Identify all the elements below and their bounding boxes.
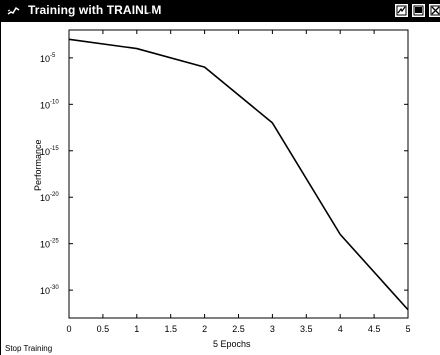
x-tick-label: 4 [338, 324, 343, 334]
y-tick-label: 10 [40, 100, 50, 110]
chart-title: Performance is 7.70372e-033, Goal is 0 [147, 12, 325, 23]
y-tick-exponent: -20 [50, 192, 59, 198]
y-tick-label: 10 [40, 193, 50, 203]
x-tick-label: 5 [405, 324, 410, 334]
y-tick-exponent: -5 [50, 53, 56, 59]
x-tick-label: 0.5 [97, 324, 110, 334]
maximize-icon [413, 5, 424, 16]
minimize-icon [396, 5, 407, 16]
y-tick-label: 10 [40, 286, 50, 296]
y-tick-exponent: -30 [50, 285, 59, 291]
x-tick-label: 3 [270, 324, 275, 334]
matlab-figure-icon[interactable] [7, 4, 21, 18]
x-tick-label: 3.5 [300, 324, 313, 334]
x-tick-label: 2.5 [232, 324, 245, 334]
window-title: Training with TRAINLM [28, 3, 162, 17]
y-tick-label: 10 [40, 54, 50, 64]
x-tick-label: 0 [66, 324, 71, 334]
y-tick-label: 10 [40, 240, 50, 250]
x-tick-label: 2 [202, 324, 207, 334]
y-tick-exponent: -25 [50, 239, 59, 245]
x-axis-label: 5 Epochs [213, 339, 251, 349]
stop-training-button[interactable]: Stop Training [5, 344, 53, 353]
y-tick-exponent: -15 [50, 146, 59, 152]
x-tick-label: 1 [134, 324, 139, 334]
plot-axes-box [68, 29, 409, 319]
performance-line [68, 38, 409, 311]
y-tick-label: 10 [40, 147, 50, 157]
close-icon [430, 5, 440, 16]
y-axis-label: Performance [33, 139, 43, 191]
close-button[interactable] [428, 3, 440, 18]
minimize-button[interactable] [394, 3, 409, 18]
x-tick-label: 1.5 [164, 324, 177, 334]
maximize-button[interactable] [411, 3, 426, 18]
x-tick-label: 4.5 [368, 324, 381, 334]
title-bar[interactable]: Training with TRAINLM [1, 0, 440, 22]
y-tick-exponent: -10 [50, 99, 59, 105]
